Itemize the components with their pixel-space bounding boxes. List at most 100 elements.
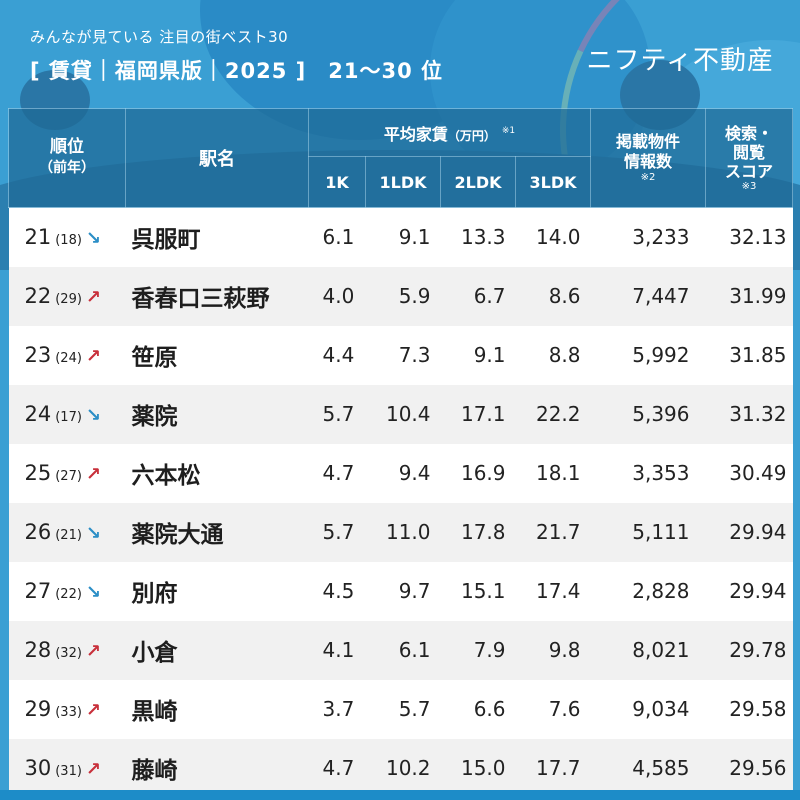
listings-count: 8,021 (590, 620, 706, 680)
table-row: 23 (24) ↗ 笹原 4.4 7.3 9.1 8.8 5,992 31.85 (8, 325, 793, 385)
rank-previous: (33) (55, 705, 82, 720)
rent-2ldk: 6.7 (440, 266, 516, 326)
rent-1k: 6.1 (308, 207, 366, 267)
header-rank: 順位 （前年） (8, 108, 126, 208)
header-rent-group: 平均家賃（万円） ※1 (308, 108, 591, 157)
page-title: [ 賃貸｜福岡県版｜2025 ] 21〜30 位 (30, 55, 443, 85)
rank-current: 30 (24, 756, 52, 780)
rent-1ldk: 7.3 (365, 325, 441, 385)
search-score: 30.49 (705, 443, 793, 503)
rank-previous: (29) (55, 292, 82, 307)
trend-down-arrow-icon: ↘ (85, 582, 102, 603)
rent-1ldk: 10.4 (365, 384, 441, 444)
bottom-frame (0, 790, 800, 800)
header-1ldk: 1LDK (365, 156, 441, 208)
rent-2ldk: 9.1 (440, 325, 516, 385)
listings-count: 9,034 (590, 679, 706, 739)
listings-count: 3,233 (590, 207, 706, 267)
table-row: 26 (21) ↘ 薬院大通 5.7 11.0 17.8 21.7 5,111 29.94 (8, 502, 793, 562)
rent-2ldk: 16.9 (440, 443, 516, 503)
search-score: 29.94 (705, 561, 793, 621)
station-name: 薬院大通 (125, 502, 309, 562)
rent-1k: 5.7 (308, 384, 366, 444)
rank-range: 21〜30 位 (328, 59, 444, 83)
rent-3ldk: 9.8 (515, 620, 591, 680)
table-row: 25 (27) ↗ 六本松 4.7 9.4 16.9 18.1 3,353 30.49 (8, 443, 793, 503)
header-3ldk: 3LDK (515, 156, 591, 208)
table-row: 28 (32) ↗ 小倉 4.1 6.1 7.9 9.8 8,021 29.78 (8, 620, 793, 680)
rank-current: 24 (24, 402, 52, 426)
rent-1k: 3.7 (308, 679, 366, 739)
rent-1ldk: 9.7 (365, 561, 441, 621)
listings-count: 3,353 (590, 443, 706, 503)
rent-2ldk: 7.9 (440, 620, 516, 680)
rent-3ldk: 7.6 (515, 679, 591, 739)
header-listings-line2: 情報数 (623, 152, 672, 171)
rank-cell: 21 (18) ↘ (8, 207, 126, 267)
rent-1k: 4.4 (308, 325, 366, 385)
table-row: 21 (18) ↘ 呉服町 6.1 9.1 13.3 14.0 3,233 32.13 (8, 207, 793, 267)
trend-up-arrow-icon: ↗ (85, 700, 102, 721)
rank-previous: (24) (55, 351, 82, 366)
rent-3ldk: 8.6 (515, 266, 591, 326)
station-name: 六本松 (125, 443, 309, 503)
listings-count: 5,396 (590, 384, 706, 444)
rank-cell: 27 (22) ↘ (8, 561, 126, 621)
rent-2ldk: 15.1 (440, 561, 516, 621)
rank-previous: (21) (55, 528, 82, 543)
rank-current: 29 (24, 697, 52, 721)
station-name: 香春口三萩野 (125, 266, 309, 326)
rent-2ldk: 13.3 (440, 207, 516, 267)
header-station: 駅名 (125, 108, 309, 208)
trend-up-arrow-icon: ↗ (85, 464, 102, 485)
rank-current: 23 (24, 343, 52, 367)
rank-cell: 23 (24) ↗ (8, 325, 126, 385)
rank-previous: (17) (55, 410, 82, 425)
trend-up-arrow-icon: ↗ (85, 641, 102, 662)
search-score: 29.78 (705, 620, 793, 680)
rent-1k: 4.7 (308, 443, 366, 503)
search-score: 31.99 (705, 266, 793, 326)
header-rank-label: 順位 (50, 137, 84, 157)
rank-current: 27 (24, 579, 52, 603)
table-row: 30 (31) ↗ 藤崎 4.7 10.2 15.0 17.7 4,585 29.56 (8, 738, 793, 798)
header-2ldk: 2LDK (440, 156, 516, 208)
rank-current: 25 (24, 461, 52, 485)
trend-up-arrow-icon: ↗ (85, 759, 102, 780)
table-row: 29 (33) ↗ 黒崎 3.7 5.7 6.6 7.6 9,034 29.58 (8, 679, 793, 739)
header-rank-sub: （前年） (39, 160, 95, 176)
trend-down-arrow-icon: ↘ (85, 228, 102, 250)
search-score: 31.85 (705, 325, 793, 385)
header-score: 検索・ 閲覧 スコア ※3 (705, 108, 793, 208)
rank-cell: 29 (33) ↗ (8, 679, 126, 739)
rent-1k: 4.5 (308, 561, 366, 621)
table-row: 22 (29) ↗ 香春口三萩野 4.0 5.9 6.7 8.6 7,447 31.99 (8, 266, 793, 326)
rank-previous: (32) (55, 646, 82, 661)
listings-count: 5,111 (590, 502, 706, 562)
rent-1ldk: 9.4 (365, 443, 441, 503)
listings-count: 2,828 (590, 561, 706, 621)
header-listings: 掲載物件 情報数 ※2 (590, 108, 706, 208)
rank-cell: 25 (27) ↗ (8, 443, 126, 503)
trend-up-arrow-icon: ↗ (85, 346, 102, 367)
station-name: 黒崎 (125, 679, 309, 739)
header-score-line1: 検索・ (724, 123, 773, 143)
header-score-line2: 閲覧 (732, 142, 765, 162)
rent-3ldk: 17.4 (515, 561, 591, 621)
rank-previous: (22) (55, 587, 82, 602)
rank-cell: 24 (17) ↘ (8, 384, 126, 444)
rent-1ldk: 5.7 (365, 679, 441, 739)
rent-1k: 5.7 (308, 502, 366, 562)
trend-down-arrow-icon: ↘ (85, 523, 102, 544)
title-text: [ 賃貸｜福岡県版｜2025 ] (30, 59, 307, 83)
listings-count: 4,585 (590, 738, 706, 798)
rank-cell: 28 (32) ↗ (8, 620, 126, 680)
station-name: 薬院 (125, 384, 309, 444)
rent-3ldk: 17.7 (515, 738, 591, 798)
station-name: 呉服町 (125, 207, 309, 267)
header-score-note: ※3 (741, 180, 757, 192)
ranking-table-container: 順位 （前年） 駅名 平均家賃（万円） ※1 掲載物件 情報数 ※2 検索・ 閲覧… (8, 108, 793, 798)
header-listings-line1: 掲載物件 (615, 132, 680, 151)
rent-1ldk: 10.2 (365, 738, 441, 798)
search-score: 31.32 (705, 384, 793, 444)
